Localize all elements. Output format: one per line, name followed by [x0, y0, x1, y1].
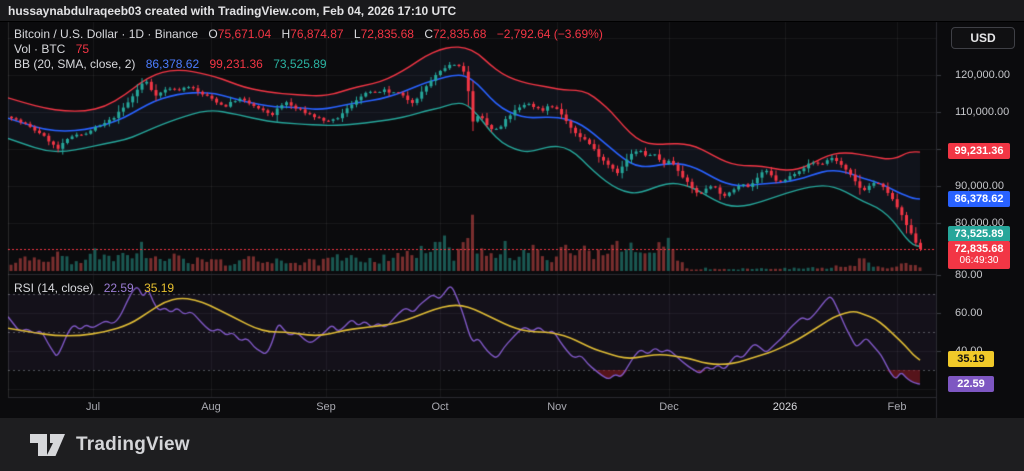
ohlc-open-value: 75,671.04 [217, 27, 272, 41]
bb-basis-badge: 86,378.62 [948, 191, 1010, 207]
bb-lower-value: 73,525.89 [273, 57, 327, 71]
currency-toggle-button[interactable]: USD [951, 27, 1015, 49]
legend-bb-row[interactable]: BB (20, SMA, close, 2) 86,378.62 99,231.… [14, 57, 327, 72]
rsi-value: 22.59 [103, 281, 134, 295]
attribution-bar: hussaynabdulraqeeb03 created with Tradin… [0, 0, 1024, 22]
change-value: −2,792.64 (−3.69%) [496, 27, 603, 41]
rsi-ma-value: 35.19 [144, 281, 175, 295]
ohlc-open-label: O [208, 27, 218, 41]
time-axis-label: Dec [659, 401, 679, 413]
rsi-label: RSI (14, close) [14, 281, 94, 295]
time-axis-label-year: 2026 [772, 401, 798, 413]
time-axis-label: Jul [85, 401, 101, 413]
ohlc-close-label: C [424, 27, 433, 41]
time-axis-label: Aug [201, 401, 221, 413]
legend-rsi-row[interactable]: RSI (14, close) 22.59 35.19 [14, 281, 174, 296]
tradingview-brand-text[interactable]: TradingView [76, 433, 190, 455]
bb-lower-badge: 73,525.89 [948, 226, 1010, 242]
ohlc-low-label: L [353, 27, 361, 41]
ohlc-close-value: 72,835.68 [433, 27, 487, 41]
ohlc-high-value: 76,874.87 [290, 27, 344, 41]
bb-upper-value: 99,231.36 [209, 57, 263, 71]
ohlc-high-label: H [281, 27, 291, 41]
rsi-ma-badge: 35.19 [948, 351, 994, 367]
ohlc-low-value: 72,835.68 [360, 27, 414, 41]
rsi-badge: 22.59 [948, 376, 994, 392]
bb-basis-value: 86,378.62 [145, 57, 200, 71]
last-price-badge: 72,835.68 06:49:30 [948, 241, 1010, 269]
bar-countdown: 06:49:30 [959, 255, 999, 266]
price-axis-label: 120,000.00 [955, 69, 1011, 81]
bb-label: BB (20, SMA, close, 2) [14, 57, 136, 71]
last-price-value: 72,835.68 [954, 243, 1004, 255]
volume-value: 75 [75, 42, 90, 56]
rsi-axis-label: 60.00 [955, 307, 983, 319]
rsi-axis-label: 80.00 [955, 269, 983, 281]
footer-bar: TradingView [0, 418, 1024, 471]
symbol-title: Bitcoin / U.S. Dollar · 1D · Binance [14, 27, 199, 41]
price-axis-label: 110,000.00 [955, 106, 1010, 118]
price-axis-label: 90,000.00 [955, 180, 1004, 192]
tradingview-logo-icon[interactable] [30, 433, 66, 456]
attribution-text: hussaynabdulraqeeb03 created with Tradin… [8, 4, 457, 18]
bb-upper-badge: 99,231.36 [948, 143, 1010, 159]
time-axis-label: Sep [316, 401, 336, 413]
volume-label: Vol · BTC [14, 42, 66, 56]
legend-volume-row[interactable]: Vol · BTC 75 [14, 42, 89, 57]
legend-symbol-row[interactable]: Bitcoin / U.S. Dollar · 1D · Binance O75… [14, 27, 603, 42]
time-axis-label: Oct [431, 401, 449, 413]
time-axis-label: Feb [887, 401, 907, 413]
time-axis-label: Nov [547, 401, 567, 413]
